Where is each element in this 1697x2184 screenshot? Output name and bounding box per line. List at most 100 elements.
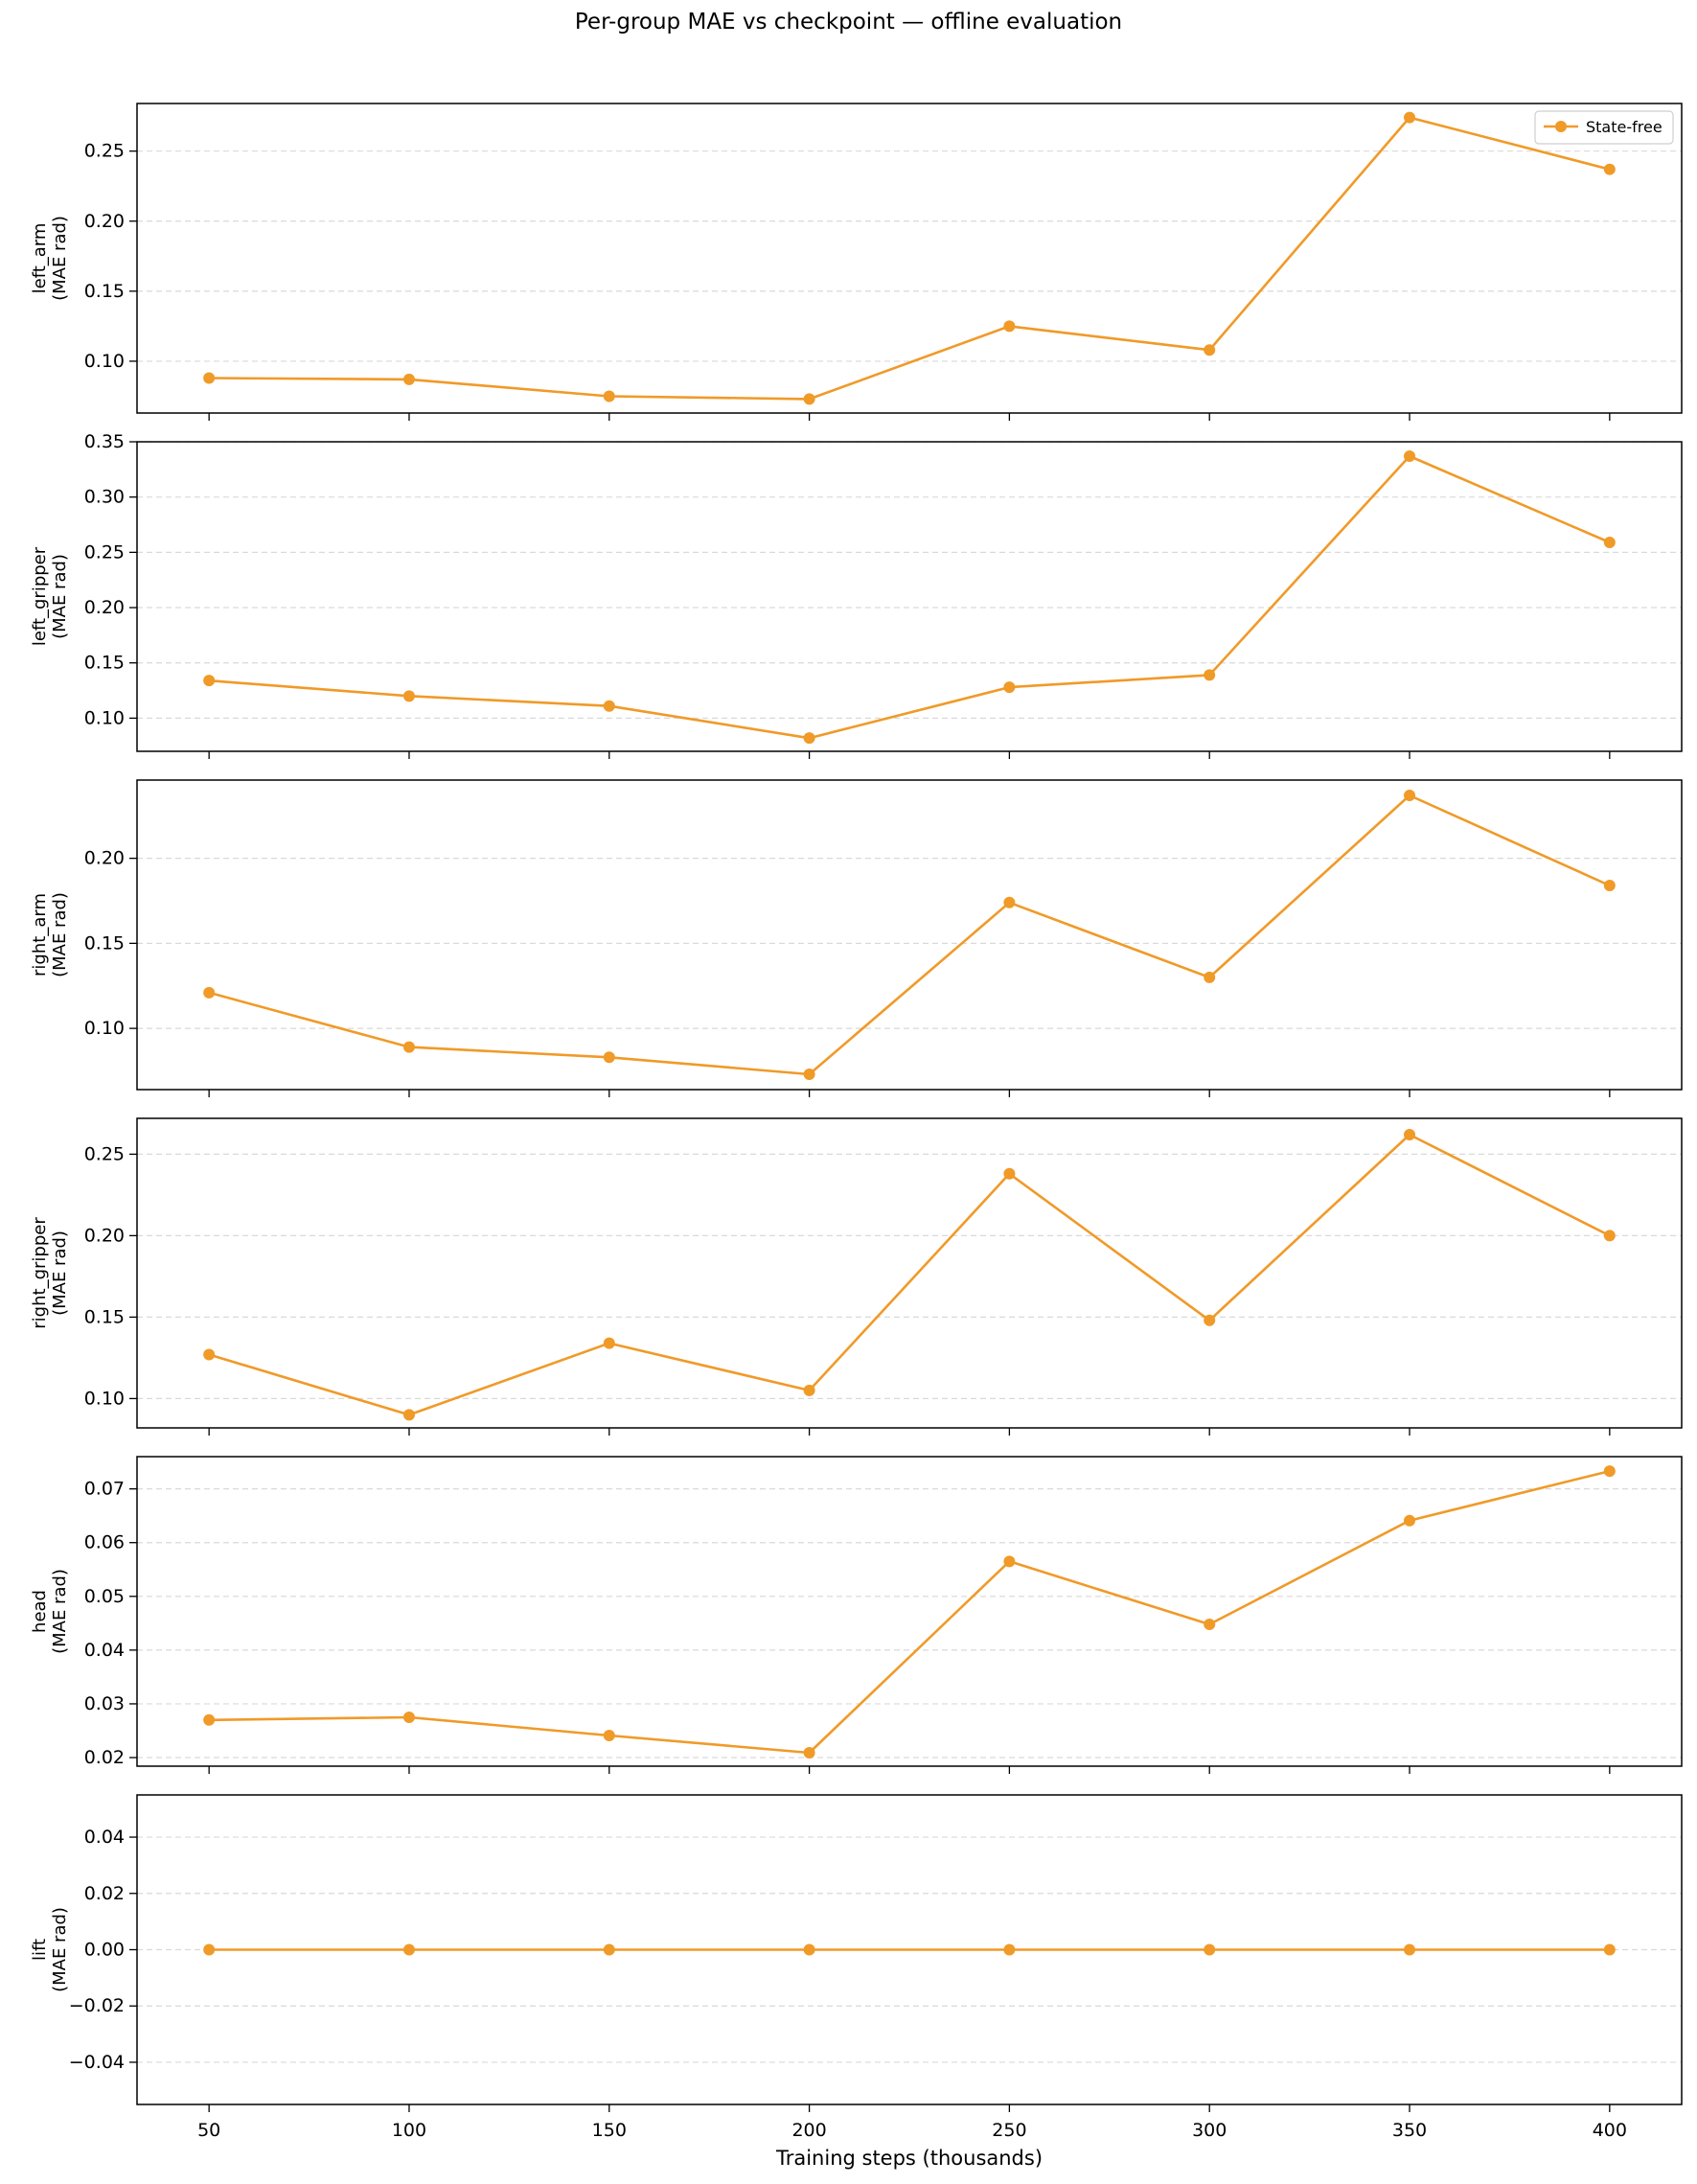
- y-tick-label: 0.10: [84, 1388, 125, 1409]
- y-axis-unit-label: (MAE rad): [50, 1569, 70, 1654]
- figure-title: Per-group MAE vs checkpoint — offline ev…: [574, 10, 1123, 34]
- y-axis-label: left_gripper: [30, 546, 50, 646]
- data-point-left_gripper-400: [1603, 536, 1616, 548]
- series-line-state-free: [209, 116, 1611, 401]
- legend-marker: [1555, 121, 1567, 132]
- y-tick-label: −0.04: [69, 2052, 125, 2073]
- y-tick-label: 0.25: [84, 1143, 125, 1164]
- y-tick-label: 0.20: [84, 1225, 125, 1246]
- data-point-right_gripper-200: [803, 1384, 815, 1396]
- data-point-left_arm-250: [1003, 320, 1016, 333]
- data-point-head-150: [603, 1730, 615, 1742]
- data-point-head-400: [1603, 1465, 1616, 1478]
- y-tick-label: 0.20: [84, 597, 125, 618]
- data-point-head-250: [1003, 1555, 1016, 1568]
- data-point-left_gripper-50: [203, 675, 216, 687]
- x-tick-label: 300: [1192, 2120, 1227, 2141]
- y-tick-label: 0.06: [84, 1532, 125, 1553]
- y-axis-unit-label: (MAE rad): [50, 1907, 70, 1992]
- data-point-right_arm-50: [203, 986, 216, 999]
- y-axis-label: right_gripper: [30, 1217, 50, 1329]
- data-point-left_arm-100: [402, 373, 415, 385]
- subplot-lift: −0.04 −0.02 0.00 0.02 0.04 lift (MAE rad): [30, 1794, 1683, 2112]
- data-point-head-350: [1404, 1514, 1416, 1527]
- plot-frame: [136, 103, 1683, 414]
- y-tick-label: 0.02: [84, 1747, 125, 1768]
- y-axis-label: head: [30, 1590, 50, 1633]
- legend: State-free: [1534, 110, 1674, 145]
- data-point-lift-150: [603, 1943, 615, 1956]
- x-tick-label: 400: [1593, 2120, 1627, 2141]
- y-tick-label: 0.10: [84, 707, 125, 728]
- data-point-left_arm-350: [1404, 111, 1416, 124]
- y-tick-label: 0.00: [84, 1940, 125, 1961]
- x-tick-label: 100: [392, 2120, 426, 2141]
- x-tick-label: 250: [992, 2120, 1026, 2141]
- series-line-state-free: [208, 1133, 1611, 1416]
- x-axis-label: Training steps (thousands): [775, 2147, 1043, 2170]
- data-point-right_gripper-150: [603, 1337, 615, 1349]
- data-point-left_arm-400: [1603, 163, 1616, 175]
- data-point-right_arm-300: [1204, 971, 1216, 983]
- y-tick-label: 0.35: [84, 431, 125, 452]
- data-point-lift-300: [1204, 1943, 1216, 1956]
- data-point-left_gripper-250: [1003, 681, 1016, 694]
- data-point-left_gripper-200: [803, 732, 815, 745]
- data-point-right_gripper-100: [402, 1409, 415, 1421]
- series-line-state-free: [209, 454, 1611, 740]
- data-point-right_arm-100: [402, 1041, 415, 1053]
- data-point-head-50: [203, 1713, 216, 1726]
- data-point-lift-200: [803, 1943, 815, 1956]
- x-tick-label: 150: [592, 2120, 627, 2141]
- subplot-left_arm: 0.10 0.15 0.20 0.25 left_arm (MAE rad) State-f…: [30, 103, 1683, 421]
- y-tick-label: 0.30: [84, 487, 125, 508]
- plot-frame: [136, 441, 1683, 752]
- subplot-left_gripper: 0.10 0.15 0.20 0.25 0.30 0.35 left_gripper (MAE…: [30, 431, 1683, 759]
- data-point-right_gripper-250: [1003, 1167, 1016, 1180]
- subplot-right_gripper: 0.10 0.15 0.20 0.25 right_gripper (MAE rad): [30, 1117, 1683, 1436]
- y-tick-label: 0.07: [84, 1479, 125, 1500]
- y-axis-unit-label: (MAE rad): [50, 216, 70, 301]
- x-tick-label: 350: [1392, 2120, 1427, 2141]
- subplot-right_arm: 0.10 0.15 0.20 right_arm (MAE rad): [30, 779, 1683, 1097]
- y-tick-label: 0.10: [84, 351, 125, 372]
- y-tick-label: 0.10: [84, 1018, 125, 1039]
- data-point-left_gripper-300: [1204, 669, 1216, 681]
- data-point-lift-250: [1003, 1943, 1016, 1956]
- data-point-right_arm-250: [1003, 896, 1016, 908]
- plot-frame: [136, 1794, 1683, 2105]
- data-point-head-200: [803, 1746, 815, 1759]
- y-tick-label: 0.25: [84, 141, 125, 162]
- data-point-left_gripper-350: [1404, 449, 1416, 462]
- data-point-right_gripper-300: [1204, 1314, 1216, 1326]
- y-axis-label: right_arm: [30, 893, 50, 977]
- data-point-right_gripper-400: [1603, 1230, 1616, 1242]
- y-axis-label: left_arm: [30, 223, 50, 294]
- y-axis-unit-label: (MAE rad): [50, 1230, 70, 1316]
- plot-frame: [136, 1117, 1683, 1429]
- y-tick-label: −0.02: [69, 1995, 125, 2016]
- data-point-right_gripper-350: [1404, 1129, 1416, 1140]
- y-tick-label: 0.05: [84, 1586, 125, 1607]
- data-point-head-100: [402, 1711, 415, 1723]
- y-axis-unit-label: (MAE rad): [50, 892, 70, 977]
- data-point-left_gripper-150: [603, 700, 615, 712]
- data-point-right_arm-400: [1603, 880, 1616, 892]
- y-tick-label: 0.15: [84, 932, 125, 954]
- x-tick-label: 50: [197, 2120, 220, 2141]
- y-tick-label: 0.20: [84, 848, 125, 869]
- y-tick-label: 0.15: [84, 653, 125, 674]
- y-tick-label: 0.04: [84, 1640, 125, 1661]
- subplot-head: 0.02 0.03 0.04 0.05 0.06 0.07 head (MAE rad): [30, 1456, 1683, 1774]
- data-point-lift-100: [402, 1943, 415, 1956]
- data-point-left_arm-150: [603, 390, 615, 402]
- y-tick-label: 0.03: [84, 1693, 125, 1714]
- data-point-left_arm-300: [1204, 344, 1216, 356]
- plot-frame: [136, 1456, 1683, 1767]
- y-tick-label: 0.15: [84, 1306, 125, 1327]
- data-point-head-300: [1204, 1618, 1216, 1630]
- y-tick-label: 0.20: [84, 211, 125, 232]
- y-tick-label: 0.15: [84, 281, 125, 302]
- data-point-lift-350: [1404, 1943, 1416, 1956]
